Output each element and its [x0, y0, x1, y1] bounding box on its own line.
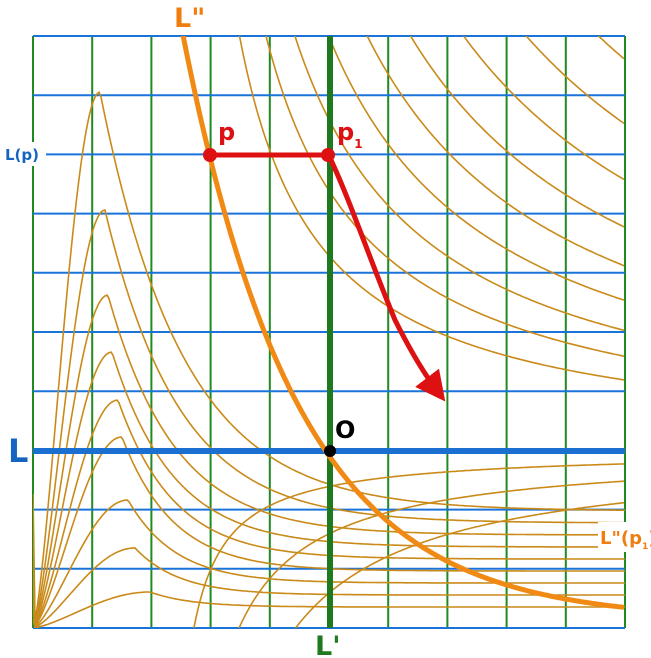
label-L: L [8, 432, 28, 470]
label-O: O [335, 416, 355, 444]
label-L-prime: L' [315, 631, 340, 658]
flow-curve [294, 36, 625, 332]
curve-L-double-prime [180, 36, 625, 610]
label-p: p [218, 118, 235, 146]
label-p1: p1 [337, 118, 363, 151]
label-O-group: O [333, 416, 359, 444]
flow-curve [462, 36, 625, 181]
label-L-prime-group: L' [312, 630, 352, 658]
point-O [324, 445, 336, 457]
point-p [203, 148, 217, 162]
flow-curve [409, 36, 625, 228]
label-p1-base: p [337, 118, 354, 146]
flow-curve [525, 36, 625, 125]
flow-curve [238, 480, 625, 628]
flow-curve [366, 36, 625, 267]
label-L-of-p: L(p) [5, 146, 39, 164]
label-Lp1-close: ) [648, 528, 651, 549]
label-Lp1-subscript: 1 [642, 542, 648, 552]
label-L-double-prime: L" [174, 3, 205, 34]
flow-curve [597, 36, 625, 60]
label-L-of-p-group: L(p) [2, 142, 46, 166]
flow-curve [238, 36, 625, 381]
label-L-double-prime-p1: L"(p1) [600, 528, 651, 552]
flow-curve [327, 36, 625, 301]
label-p1-subscript: 1 [354, 137, 362, 151]
flow-arrow [327, 156, 446, 402]
point-p1 [321, 148, 335, 162]
label-Lp1-base: L"(p [600, 528, 642, 549]
label-L-double-prime-p1-group: L"(p1) [598, 522, 651, 552]
flow-curve [265, 36, 625, 357]
